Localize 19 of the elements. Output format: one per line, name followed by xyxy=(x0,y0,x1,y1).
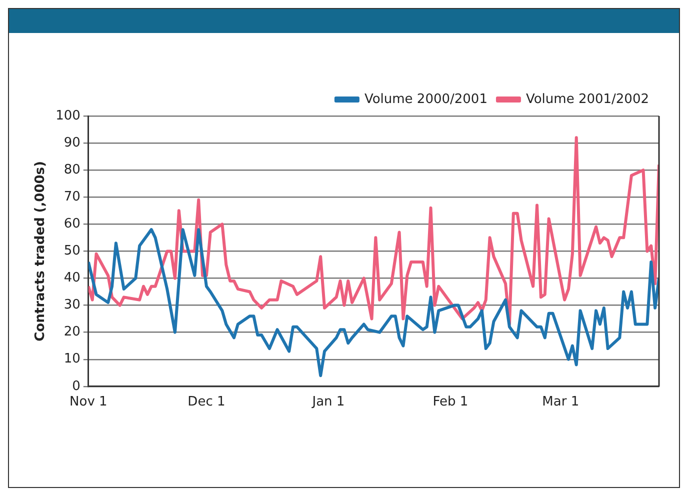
x-tick-label: Dec 1 xyxy=(188,394,226,410)
y-tick-label: 40 xyxy=(64,270,80,286)
legend-label: Volume 2000/2001 xyxy=(364,92,488,107)
x-tick-label: Nov 1 xyxy=(70,394,108,410)
y-tick-label: 20 xyxy=(64,324,80,340)
y-tick-label: 100 xyxy=(56,108,80,124)
y-tick-label: 30 xyxy=(64,298,80,313)
x-tick-label: Feb 1 xyxy=(432,394,468,410)
y-tick-label: 50 xyxy=(64,244,80,259)
x-tick-label: Mar 1 xyxy=(542,394,580,410)
y-tick-label: 0 xyxy=(72,378,80,394)
y-tick-label: 70 xyxy=(64,189,80,204)
y-tick-label: 90 xyxy=(64,135,80,150)
y-tick-label: 80 xyxy=(64,162,80,178)
y-axis-title: Contracts traded (,000s) xyxy=(33,161,48,342)
y-tick-label: 60 xyxy=(64,216,80,232)
y-tick-label: 10 xyxy=(64,352,80,367)
x-tick-label: Jan 1 xyxy=(311,394,345,410)
legend-label: Volume 2001/2002 xyxy=(526,92,649,107)
